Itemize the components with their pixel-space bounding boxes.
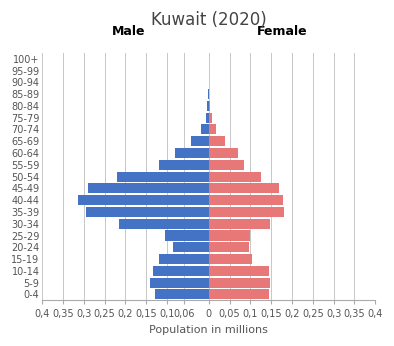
Bar (151, 277, 209, 288)
Text: Female: Female (256, 25, 307, 38)
Bar (209, 160, 244, 170)
Bar (154, 289, 209, 299)
Bar (209, 183, 279, 193)
Bar (175, 148, 209, 158)
Bar (209, 172, 261, 182)
Bar (209, 113, 212, 123)
Bar (209, 266, 269, 276)
Bar (159, 254, 209, 264)
Title: Kuwait (2020): Kuwait (2020) (151, 11, 267, 29)
Bar (209, 148, 238, 158)
Bar (78, 195, 209, 205)
Bar (209, 277, 270, 288)
Bar (209, 125, 216, 135)
Bar (173, 242, 209, 252)
Bar (88, 183, 209, 193)
Bar (209, 195, 283, 205)
Bar (209, 230, 250, 240)
Bar (117, 172, 209, 182)
Bar (201, 125, 209, 135)
Bar (86, 207, 209, 217)
Bar (208, 89, 209, 99)
X-axis label: Population in millions: Population in millions (149, 325, 268, 335)
Bar (209, 254, 253, 264)
Bar (209, 136, 225, 146)
Bar (208, 101, 209, 111)
Bar (209, 207, 284, 217)
Bar (119, 219, 209, 229)
Bar (209, 219, 270, 229)
Bar (209, 289, 269, 299)
Bar (165, 230, 209, 240)
Bar (209, 242, 249, 252)
Bar (152, 266, 209, 276)
Bar (191, 136, 209, 146)
Bar (209, 101, 210, 111)
Text: Male: Male (112, 25, 145, 38)
Bar (159, 160, 209, 170)
Bar (206, 113, 209, 123)
